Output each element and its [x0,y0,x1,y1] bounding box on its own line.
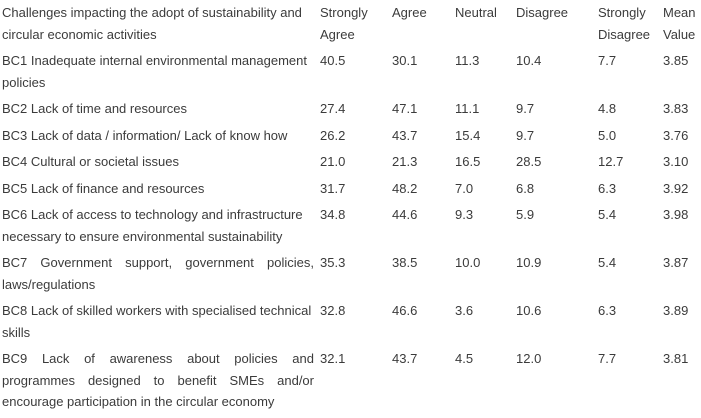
agree-cell: 46.6 [392,303,418,318]
challenge-cell: BC5 Lack of finance and resources [2,180,205,196]
strongly-disagree-cell: 5.4 [598,207,617,222]
disagree-cell: 5.9 [516,207,535,222]
neutral-cell: 16.5 [455,154,481,169]
challenge-cell: BC2 Lack of time and resources [2,101,187,116]
strongly-agree-cell: 21.0 [320,154,346,169]
challenge-cell: BC7 Government support, government polic… [2,255,314,292]
column-header-neutral: Neutral [455,5,497,20]
table-row-bc5: BC5 Lack of finance and resources 31.7 4… [2,178,701,200]
mean-value-cell: 3.87 [663,255,689,270]
neutral-cell: 15.4 [455,127,481,143]
agree-cell: 48.2 [392,180,418,196]
challenge-cell: BC1 Inadequate internal environmental ma… [2,53,307,90]
disagree-cell: 10.4 [516,53,542,68]
strongly-disagree-cell: 5.4 [598,255,617,270]
table-row-bc4: BC4 Cultural or societal issues 21.0 21.… [2,151,701,173]
agree-cell: 43.7 [392,351,418,366]
agree-cell: 44.6 [392,207,418,222]
neutral-cell: 3.6 [455,303,474,318]
mean-value-cell: 3.92 [663,180,689,196]
strongly-disagree-cell: 7.7 [598,53,617,68]
strongly-disagree-cell: 6.3 [598,180,617,196]
table-row-bc1: BC1 Inadequate internal environmental ma… [2,50,701,93]
column-header-agree: Agree [392,5,427,20]
strongly-agree-cell: 35.3 [320,255,346,270]
strongly-agree-cell: 40.5 [320,53,346,68]
agree-cell: 43.7 [392,127,418,143]
table-row-bc6: BC6 Lack of access to technology and inf… [2,204,701,247]
strongly-disagree-cell: 12.7 [598,154,624,169]
challenge-cell: BC4 Cultural or societal issues [2,154,180,169]
mean-value-cell: 3.81 [663,351,689,366]
column-header-strongly-agree: Strongly Agree [320,5,368,42]
table-row-bc2: BC2 Lack of time and resources 27.4 47.1… [2,98,701,120]
challenge-cell: BC9 Lack of awareness about policies and… [2,351,314,409]
neutral-cell: 11.3 [455,53,480,68]
strongly-agree-cell: 34.8 [320,207,346,222]
table-row-bc7: BC7 Government support, government polic… [2,252,701,295]
disagree-cell: 28.5 [516,154,542,169]
agree-cell: 47.1 [392,101,418,116]
strongly-agree-cell: 31.7 [320,180,346,196]
mean-value-cell: 3.89 [663,303,689,318]
strongly-disagree-cell: 4.8 [598,101,617,116]
challenge-cell: BC6 Lack of access to technology and inf… [2,207,303,244]
disagree-cell: 10.6 [516,303,542,318]
challenge-cell: BC3 Lack of data / information/ Lack of … [2,127,288,143]
agree-cell: 21.3 [392,154,418,169]
agree-cell: 38.5 [392,255,418,270]
agree-cell: 30.1 [392,53,418,68]
column-header-mean-value: Mean Value [663,5,696,42]
table-header-row: Challenges impacting the adopt of sustai… [2,2,701,45]
challenge-cell: BC8 Lack of skilled workers with special… [2,303,312,340]
neutral-cell: 9.3 [455,207,474,222]
table-row-bc9: BC9 Lack of awareness about policies and… [2,348,701,413]
neutral-cell: 7.0 [455,180,474,196]
neutral-cell: 11.1 [455,101,480,116]
disagree-cell: 12.0 [516,351,542,366]
column-header-strongly-disagree: Strongly Disagree [598,5,651,42]
neutral-cell: 4.5 [455,351,474,366]
disagree-cell: 9.7 [516,127,535,143]
strongly-disagree-cell: 5.0 [598,127,617,143]
strongly-disagree-cell: 6.3 [598,303,617,318]
mean-value-cell: 3.83 [663,101,689,116]
strongly-agree-cell: 32.1 [320,351,346,366]
table-row-bc3: BC3 Lack of data / information/ Lack of … [2,125,701,147]
mean-value-cell: 3.76 [663,127,689,143]
strongly-agree-cell: 26.2 [320,127,346,143]
column-header-disagree: Disagree [516,5,569,20]
mean-value-cell: 3.85 [663,53,689,68]
table-row-bc8: BC8 Lack of skilled workers with special… [2,300,701,343]
strongly-agree-cell: 32.8 [320,303,346,318]
mean-value-cell: 3.98 [663,207,689,222]
strongly-disagree-cell: 7.7 [598,351,617,366]
disagree-cell: 10.9 [516,255,542,270]
strongly-agree-cell: 27.4 [320,101,346,116]
disagree-cell: 9.7 [516,101,535,116]
column-header-challenges: Challenges impacting the adopt of sustai… [2,5,302,42]
mean-value-cell: 3.10 [663,154,689,169]
disagree-cell: 6.8 [516,180,535,196]
neutral-cell: 10.0 [455,255,481,270]
